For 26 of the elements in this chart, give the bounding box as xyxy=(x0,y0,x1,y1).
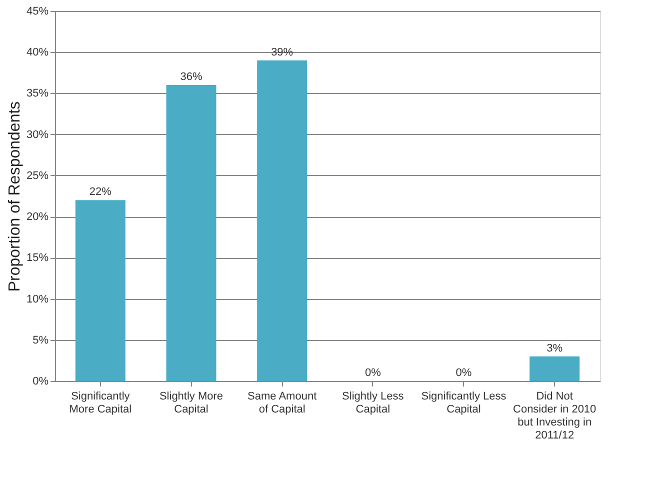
x-tick-label: Significantly Less Capital xyxy=(421,390,507,416)
y-tick-label: 25% xyxy=(26,170,49,182)
y-tick-label: 20% xyxy=(26,211,49,224)
x-tick-label: Did Not Consider in 2010 but Investing in 2011/12 xyxy=(512,390,596,442)
y-tick-label: 15% xyxy=(26,252,49,264)
bar xyxy=(530,356,580,381)
x-tick-label: Same Amount of Capital xyxy=(248,390,317,416)
y-axis-title: Proportion of Respondents xyxy=(6,101,24,292)
data-label: 0% xyxy=(456,367,472,379)
y-tick-label: 45% xyxy=(26,6,49,18)
y-tick-label: 10% xyxy=(26,293,49,306)
data-label: 36% xyxy=(180,71,202,83)
x-tick-label: Slightly More Capital xyxy=(159,390,224,416)
bar xyxy=(166,85,216,381)
y-tick-label: 35% xyxy=(26,88,49,100)
y-tick-label: 5% xyxy=(32,334,49,346)
data-label: 0% xyxy=(364,367,382,379)
data-label: 22% xyxy=(89,186,112,198)
y-tick-label: 40% xyxy=(26,46,49,59)
bar xyxy=(257,60,308,381)
x-tick-label: Significantly More Capital xyxy=(69,390,132,416)
y-tick-label: 30% xyxy=(26,128,49,141)
data-label: 3% xyxy=(546,342,563,354)
y-tick-label: 0% xyxy=(32,376,49,388)
x-tick-label: Slightly Less Capital xyxy=(342,390,404,416)
bar xyxy=(75,200,126,381)
